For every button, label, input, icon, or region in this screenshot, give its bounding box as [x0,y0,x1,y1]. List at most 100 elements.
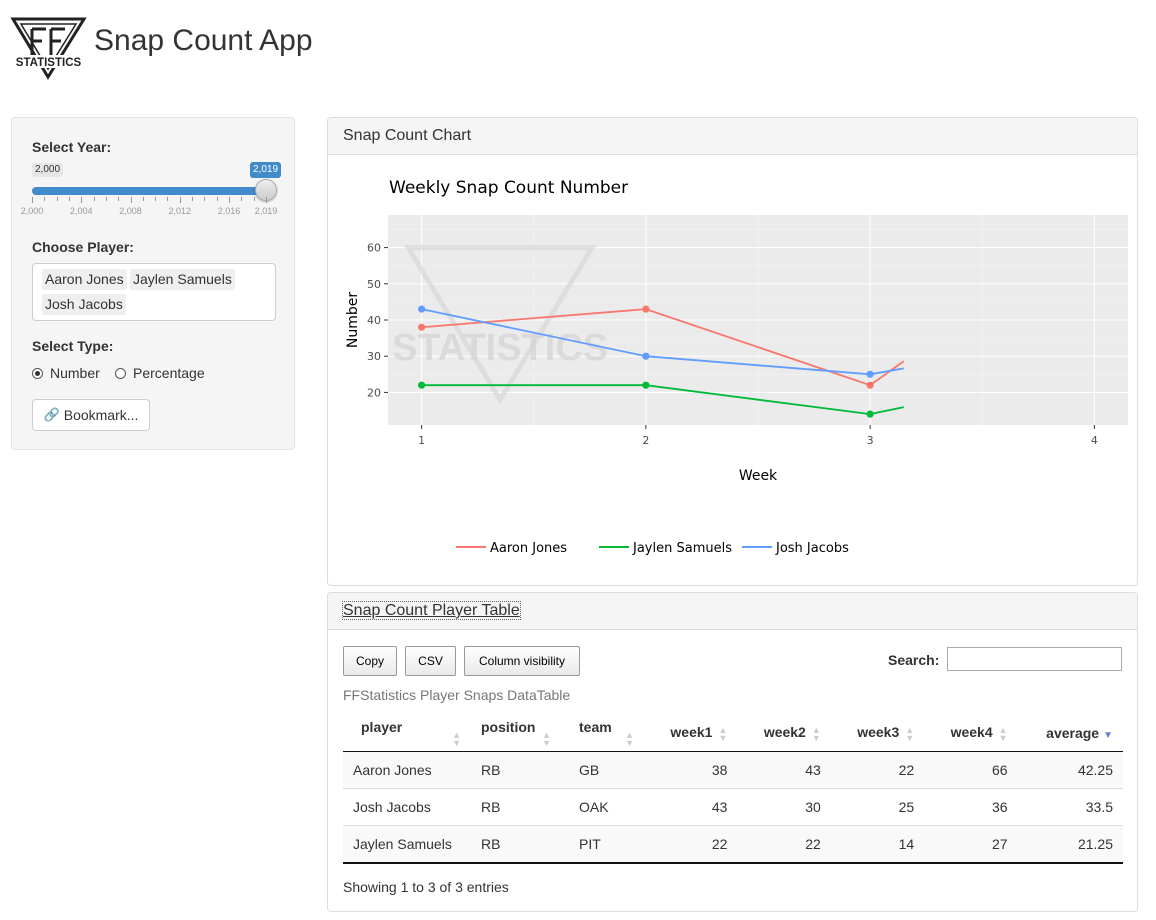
cell-week3: 14 [830,825,925,864]
type-option-percentage[interactable]: Percentage [115,365,205,381]
data-point [418,323,426,331]
cell-week3: 22 [830,751,925,789]
slider-tick [105,197,107,201]
slider-tick-label: 2,019 [254,206,278,216]
csv-button[interactable]: CSV [405,646,456,676]
column-header-position[interactable]: position ▲ ▼ [471,715,561,752]
year-label: Select Year: [32,139,112,155]
x-tick-label: 1 [418,434,425,447]
sort-both-icon: ▲ ▼ [625,730,634,748]
year-slider-min-badge: 2,000 [32,163,64,177]
chart-panel: Snap Count Chart Weekly Snap Count Numbe… [327,117,1138,586]
data-point [418,381,426,389]
sort-both-icon: ▲ ▼ [998,724,1008,743]
app-title: Snap Count App [94,24,313,57]
cell-team: PIT [561,825,644,864]
column-header-week4[interactable]: week4 ▲ ▼ [924,715,1018,752]
player-chip[interactable]: Jaylen Samuels [130,269,235,290]
table-row[interactable]: Josh Jacobs RB OAK 43 30 25 36 33.5 [343,788,1123,826]
table-row[interactable]: Aaron Jones RB GB 38 43 22 66 42.25 [343,751,1123,789]
series-line [421,308,904,376]
slider-tick [56,197,58,201]
sidebar-panel: Select Year: 2,000 2,019 2,000 2,004 2,008… [11,117,295,450]
slider-tick [81,197,83,203]
slider-tick [32,197,33,203]
sort-desc-icon: ▼ [1103,730,1113,741]
y-tick-label: 60 [367,242,381,255]
cell-week4: 36 [924,788,1018,826]
slider-tick [241,197,243,201]
y-tick-label: 20 [367,386,381,399]
cell-player: Aaron Jones [343,751,471,789]
bookmark-label: Bookmark... [63,407,139,423]
y-axis-label: Number [345,292,361,348]
data-point [866,370,874,378]
link-icon: 🔗 [43,407,60,422]
table-header-row: player ▲ ▼ position ▲ ▼ team ▲ ▼ week1 ▲ ▼ week2… [343,715,1123,752]
table-title-link[interactable]: Snap Count Player Table [342,601,521,620]
cell-week2: 22 [737,825,831,864]
data-point [642,305,650,313]
column-header-week3[interactable]: week3 ▲ ▼ [830,715,925,752]
slider-tick-label: 2,012 [168,206,192,216]
snap-count-chart: Weekly Snap Count Number 20 30 40 50 60 1 2 3 4 ST… [345,178,1128,556]
slider-tick [204,197,206,201]
column-header-average[interactable]: average ▼ [1017,715,1123,752]
column-header-week2[interactable]: week2 ▲ ▼ [737,715,831,752]
player-snaps-table: player ▲ ▼ position ▲ ▼ team ▲ ▼ week1 ▲ ▼ week2… [343,715,1123,864]
search-label: Search: [888,652,940,668]
data-point [642,381,650,389]
data-point [418,305,426,313]
cell-week4: 66 [924,751,1018,789]
column-header-team[interactable]: team ▲ ▼ [561,715,644,752]
legend-label: Aaron Jones [490,541,567,556]
cell-week3: 25 [830,788,925,826]
slider-tick [68,197,70,201]
table-row[interactable]: Jaylen Samuels RB PIT 22 22 14 27 21.25 [343,825,1123,864]
slider-tick [266,197,267,203]
x-tick-label: 4 [1091,434,1098,447]
watermark-logo [403,245,597,405]
slider-tick [167,197,169,201]
sort-both-icon: ▲ ▼ [452,730,461,748]
type-option-number[interactable]: Number [32,365,100,381]
radio-unchecked-icon[interactable] [115,367,126,379]
slider-tick-label: 2,000 [20,206,44,216]
chart-panel-heading: Snap Count Chart [328,118,1137,155]
column-visibility-button[interactable]: Column visibility [464,646,580,676]
slider-tick [142,197,144,201]
slider-tick [44,197,46,201]
slider-tick [118,197,120,201]
player-chip[interactable]: Aaron Jones [42,269,127,290]
table-panel: Snap Count Player Table Copy CSV Column … [327,592,1138,912]
slider-tick [179,197,181,203]
column-header-player[interactable]: player ▲ ▼ [343,715,471,752]
slider-tick-label: 2,008 [119,206,142,216]
sort-both-icon: ▲ ▼ [811,724,821,743]
cell-average: 33.5 [1017,788,1123,826]
player-select[interactable]: Aaron Jones Jaylen Samuels Josh Jacobs [32,263,276,321]
slider-tick [155,197,157,201]
x-tick-label: 2 [642,434,649,447]
player-chip[interactable]: Josh Jacobs [42,294,126,315]
data-point [866,410,874,418]
copy-button[interactable]: Copy [343,646,397,676]
search-input[interactable] [947,647,1122,671]
x-tick-label: 3 [867,434,874,447]
table-caption: FFStatistics Player Snaps DataTable [343,687,571,703]
sort-both-icon: ▲ ▼ [905,724,915,743]
year-slider-track[interactable] [32,187,266,195]
cell-week4: 27 [924,825,1018,864]
table-panel-heading: Snap Count Player Table [328,593,1137,630]
radio-checked-icon[interactable] [32,367,43,379]
series-line [421,308,905,387]
column-header-week1[interactable]: week1 ▲ ▼ [644,715,738,752]
cell-average: 42.25 [1017,751,1123,789]
slider-tick [216,197,218,201]
bookmark-button[interactable]: 🔗 Bookmark... [32,399,150,431]
slider-tick [253,197,255,201]
cell-team: GB [561,751,644,789]
type-option-label: Percentage [133,365,205,381]
slider-tick [229,197,231,203]
series-line [421,384,904,416]
